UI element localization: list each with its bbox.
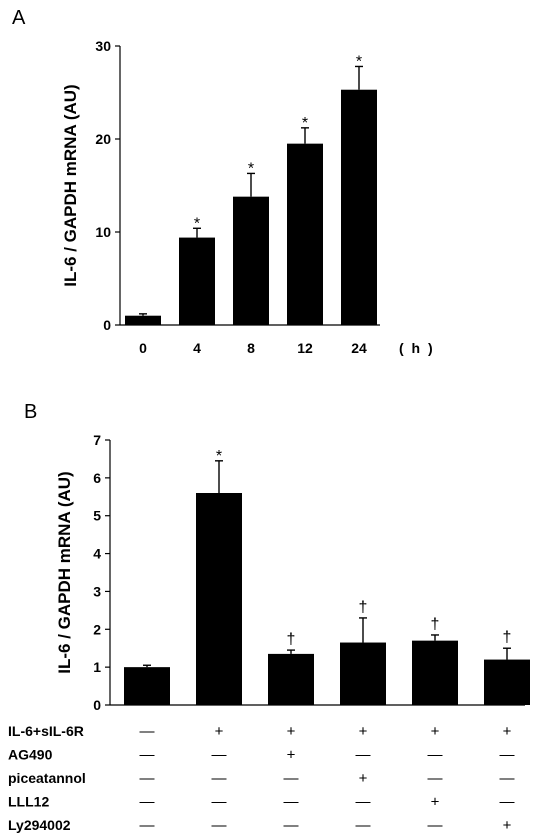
- condition-mark: +: [503, 817, 512, 834]
- y-tick-label: 0: [93, 697, 101, 713]
- condition-mark: +: [359, 770, 368, 787]
- bar: [196, 493, 242, 705]
- condition-mark: +: [287, 723, 296, 740]
- significance-marker: *: [302, 115, 308, 132]
- x-tick-label: 12: [297, 340, 313, 356]
- bar: [340, 642, 386, 705]
- condition-mark: —: [428, 747, 443, 764]
- panel-a: A IL-6 / GAPDH mRNA (AU) 0 10 20 30 0 * 4 * 8 * 12 * 2…: [12, 7, 435, 356]
- x-tick-label: 24: [351, 340, 367, 356]
- significance-marker: *: [194, 215, 200, 232]
- significance-marker: *: [356, 53, 362, 70]
- y-tick-label: 20: [95, 131, 111, 147]
- condition-mark: —: [500, 747, 515, 764]
- bar: [484, 659, 530, 705]
- y-tick-label: 3: [93, 583, 101, 599]
- y-tick-label: 5: [93, 508, 101, 524]
- y-axis-label: IL-6 / GAPDH mRNA (AU): [55, 471, 74, 673]
- condition-mark: —: [212, 770, 227, 787]
- condition-mark: —: [428, 770, 443, 787]
- bar: [341, 89, 377, 326]
- condition-mark: —: [500, 794, 515, 811]
- condition-mark: +: [503, 723, 512, 740]
- condition-mark: —: [140, 794, 155, 811]
- bar: [287, 143, 323, 325]
- bar: [124, 667, 170, 705]
- y-tick-label: 4: [93, 546, 101, 562]
- condition-mark: —: [284, 794, 299, 811]
- significance-marker: †: [287, 631, 296, 648]
- condition-mark: —: [212, 747, 227, 764]
- condition-mark: —: [212, 817, 227, 834]
- x-tick-label: 8: [247, 340, 255, 356]
- condition-mark: —: [356, 747, 371, 764]
- bar: [233, 196, 269, 325]
- condition-mark: —: [140, 723, 155, 740]
- y-tick-label: 1: [93, 659, 101, 675]
- y-axis-label: IL-6 / GAPDH mRNA (AU): [61, 84, 80, 286]
- condition-label: piceatannol: [8, 770, 86, 786]
- condition-mark: +: [431, 794, 440, 811]
- y-tick-label: 2: [93, 621, 101, 637]
- significance-marker: *: [248, 160, 254, 177]
- condition-mark: —: [140, 747, 155, 764]
- x-unit-label: ( h ): [399, 340, 435, 356]
- condition-label: AG490: [8, 747, 53, 763]
- condition-mark: —: [284, 770, 299, 787]
- condition-mark: —: [428, 817, 443, 834]
- condition-mark: —: [212, 794, 227, 811]
- y-tick-label: 30: [95, 38, 111, 54]
- condition-mark: —: [500, 770, 515, 787]
- bar: [268, 653, 314, 705]
- condition-mark: +: [359, 723, 368, 740]
- panel-b: B IL-6 / GAPDH mRNA (AU) 0 1 2 3 4 5 6 7 * † † † † IL-6…: [8, 401, 530, 834]
- condition-mark: —: [140, 770, 155, 787]
- y-tick-label: 7: [93, 432, 101, 448]
- bar: [412, 640, 458, 705]
- y-tick-label: 6: [93, 470, 101, 486]
- condition-mark: +: [215, 723, 224, 740]
- significance-marker: †: [503, 629, 512, 646]
- condition-mark: —: [140, 817, 155, 834]
- y-tick-label: 10: [95, 224, 111, 240]
- significance-marker: *: [216, 448, 222, 465]
- x-tick-label: 4: [193, 340, 201, 356]
- significance-marker: †: [359, 599, 368, 616]
- condition-mark: +: [287, 747, 296, 764]
- y-tick-label: 0: [103, 317, 111, 333]
- condition-mark: +: [431, 723, 440, 740]
- significance-marker: †: [431, 616, 440, 633]
- panel-label: B: [24, 401, 37, 423]
- panel-label: A: [12, 7, 26, 29]
- condition-mark: —: [356, 817, 371, 834]
- bar: [125, 315, 161, 325]
- x-tick-label: 0: [139, 340, 147, 356]
- condition-label: IL-6+sIL-6R: [8, 723, 84, 739]
- condition-mark: —: [356, 794, 371, 811]
- condition-label: Ly294002: [8, 817, 71, 833]
- condition-label: LLL12: [8, 794, 49, 810]
- bar: [179, 237, 215, 325]
- condition-mark: —: [284, 817, 299, 834]
